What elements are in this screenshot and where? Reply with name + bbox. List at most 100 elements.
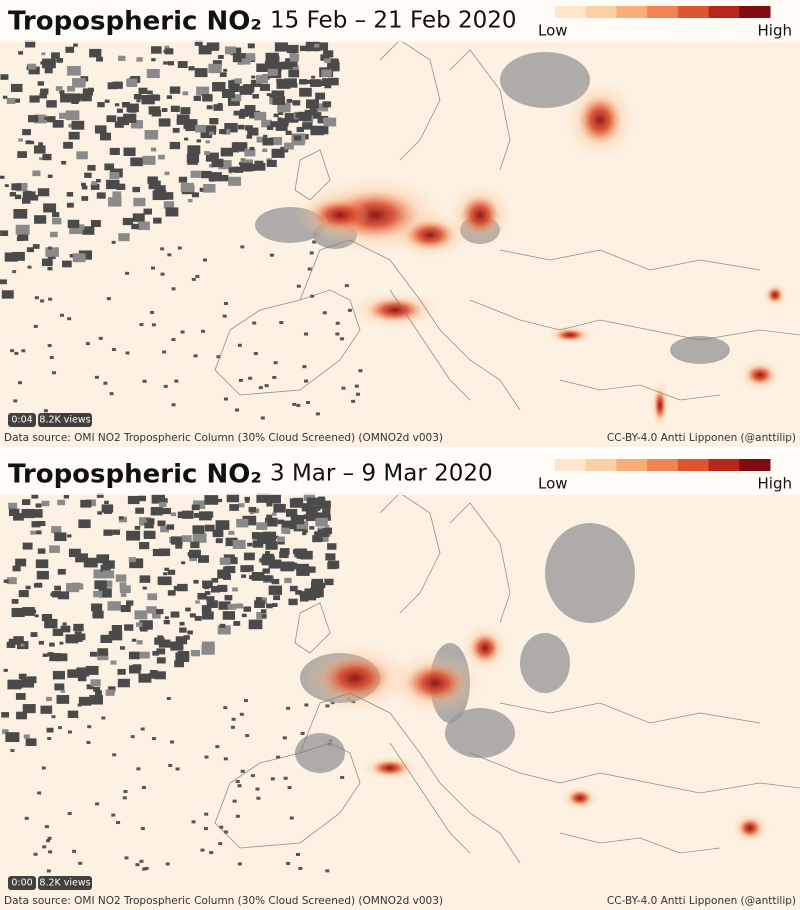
cloud-pixel [228,530,235,535]
cloud-pixel [128,651,140,660]
cloud-pixel [31,521,41,528]
cloud-pixel [218,842,223,846]
cloud-pixel [322,101,332,108]
boundary-line [379,492,441,614]
cloud-pixel [341,386,346,390]
cloud-pixel [13,513,24,521]
cloud-pixel [16,236,23,242]
cloud-pixel [135,507,145,514]
cloud-patch [670,336,730,364]
cloud-pixel [68,123,74,128]
cloud-pixel [193,95,201,101]
views-badge [38,413,92,427]
cloud-pixel [246,134,253,139]
cloud-pixel [299,591,307,597]
cloud-pixel [247,127,259,136]
cloud-pixel [141,94,155,105]
cloud-pixel [154,637,165,645]
cloud-pixel [52,212,60,218]
cloud-pixel [222,88,235,98]
cloud-pixel [340,775,345,779]
cloud-pixel [166,524,175,530]
boundary-line [389,742,471,854]
cloud-pixel [195,124,206,133]
boundary-line [449,49,511,171]
cloud-pixel [264,517,278,527]
cloud-pixel [117,678,130,688]
cloud-pixel [269,93,275,98]
cloud-pixel [47,246,52,250]
cloud-pixel [232,53,246,63]
cloud-pixel [123,790,128,794]
cloud-pixel [97,511,103,515]
cloud-pixel [131,638,137,642]
cloud-pixel [160,272,165,276]
cloud-pixel [52,119,64,128]
cloud-pixel [272,603,278,607]
cloud-pixel [163,384,168,388]
cloud-pixel [335,321,340,325]
boundary-line [469,299,800,341]
cloud-pixel [235,780,240,784]
cloud-pixel [130,735,135,739]
cloud-pixel [157,635,164,640]
cloud-pixel [248,619,263,630]
cloud-pixel [152,650,160,656]
cloud-pixel [241,613,247,618]
cloud-pixel [136,640,143,645]
cloud-pixel [251,75,256,79]
cloud-pixel [75,553,88,563]
cloud-pixel [194,68,208,78]
cloud-pixel [306,566,316,573]
cloud-pixel [304,703,309,707]
data-source: Data source: OMI NO2 Tropospheric Column… [4,895,443,907]
cloud-pixel [311,75,316,79]
no2-hotspot [767,287,783,303]
cloud-pixel [66,47,73,52]
cloud-pixel [74,631,82,637]
boundary-line [469,752,800,794]
cloud-pixel [316,126,329,135]
cloud-pixel [148,180,161,190]
cloud-pixel [142,155,156,165]
cloud-pixel [265,541,278,550]
cloud-pixel [146,606,157,614]
cloud-pixel [151,737,156,741]
cloud-pixel [119,585,131,594]
map-frame: Tropospheric NO₂ 15 Feb – 21 Feb 2020 Low H… [0,0,800,447]
cloud-pixel [147,176,158,184]
cloud-pixel [108,630,123,641]
cloud-pixel [150,147,157,152]
cloud-pixel [66,583,80,593]
cloud-pixel [43,203,57,213]
cloud-pixel [239,712,244,716]
cloud-pixel [272,96,286,105]
cloud-pixel [203,827,208,831]
cloud-pixel [248,506,257,513]
cloud-pixel [274,42,288,52]
cloud-pixel [267,62,282,73]
cloud-pixel [309,251,314,255]
cloud-pixel [143,519,148,523]
cloud-pixel [280,146,289,153]
cloud-pixel [240,245,245,249]
cloud-pixel [97,102,105,108]
cloud-pixel [232,587,238,592]
cloud-pixel [106,115,117,123]
cloud-pixel [25,738,37,746]
cloud-pixel [15,224,30,235]
cloud-pixel [303,493,316,501]
cloud-pixel [163,61,168,65]
cloud-pixel [262,137,274,146]
cloud-pixel [25,140,32,145]
cloud-pixel [174,660,185,668]
cloud-pixel [314,497,326,506]
cloud-pixel [218,601,231,610]
cloud-pixel [286,861,291,865]
cloud-pixel [235,814,240,818]
cloud-pixel [254,162,266,171]
cloud-pixel [21,349,26,353]
cloud-pixel [108,686,116,692]
cloud-pixel [230,725,235,729]
